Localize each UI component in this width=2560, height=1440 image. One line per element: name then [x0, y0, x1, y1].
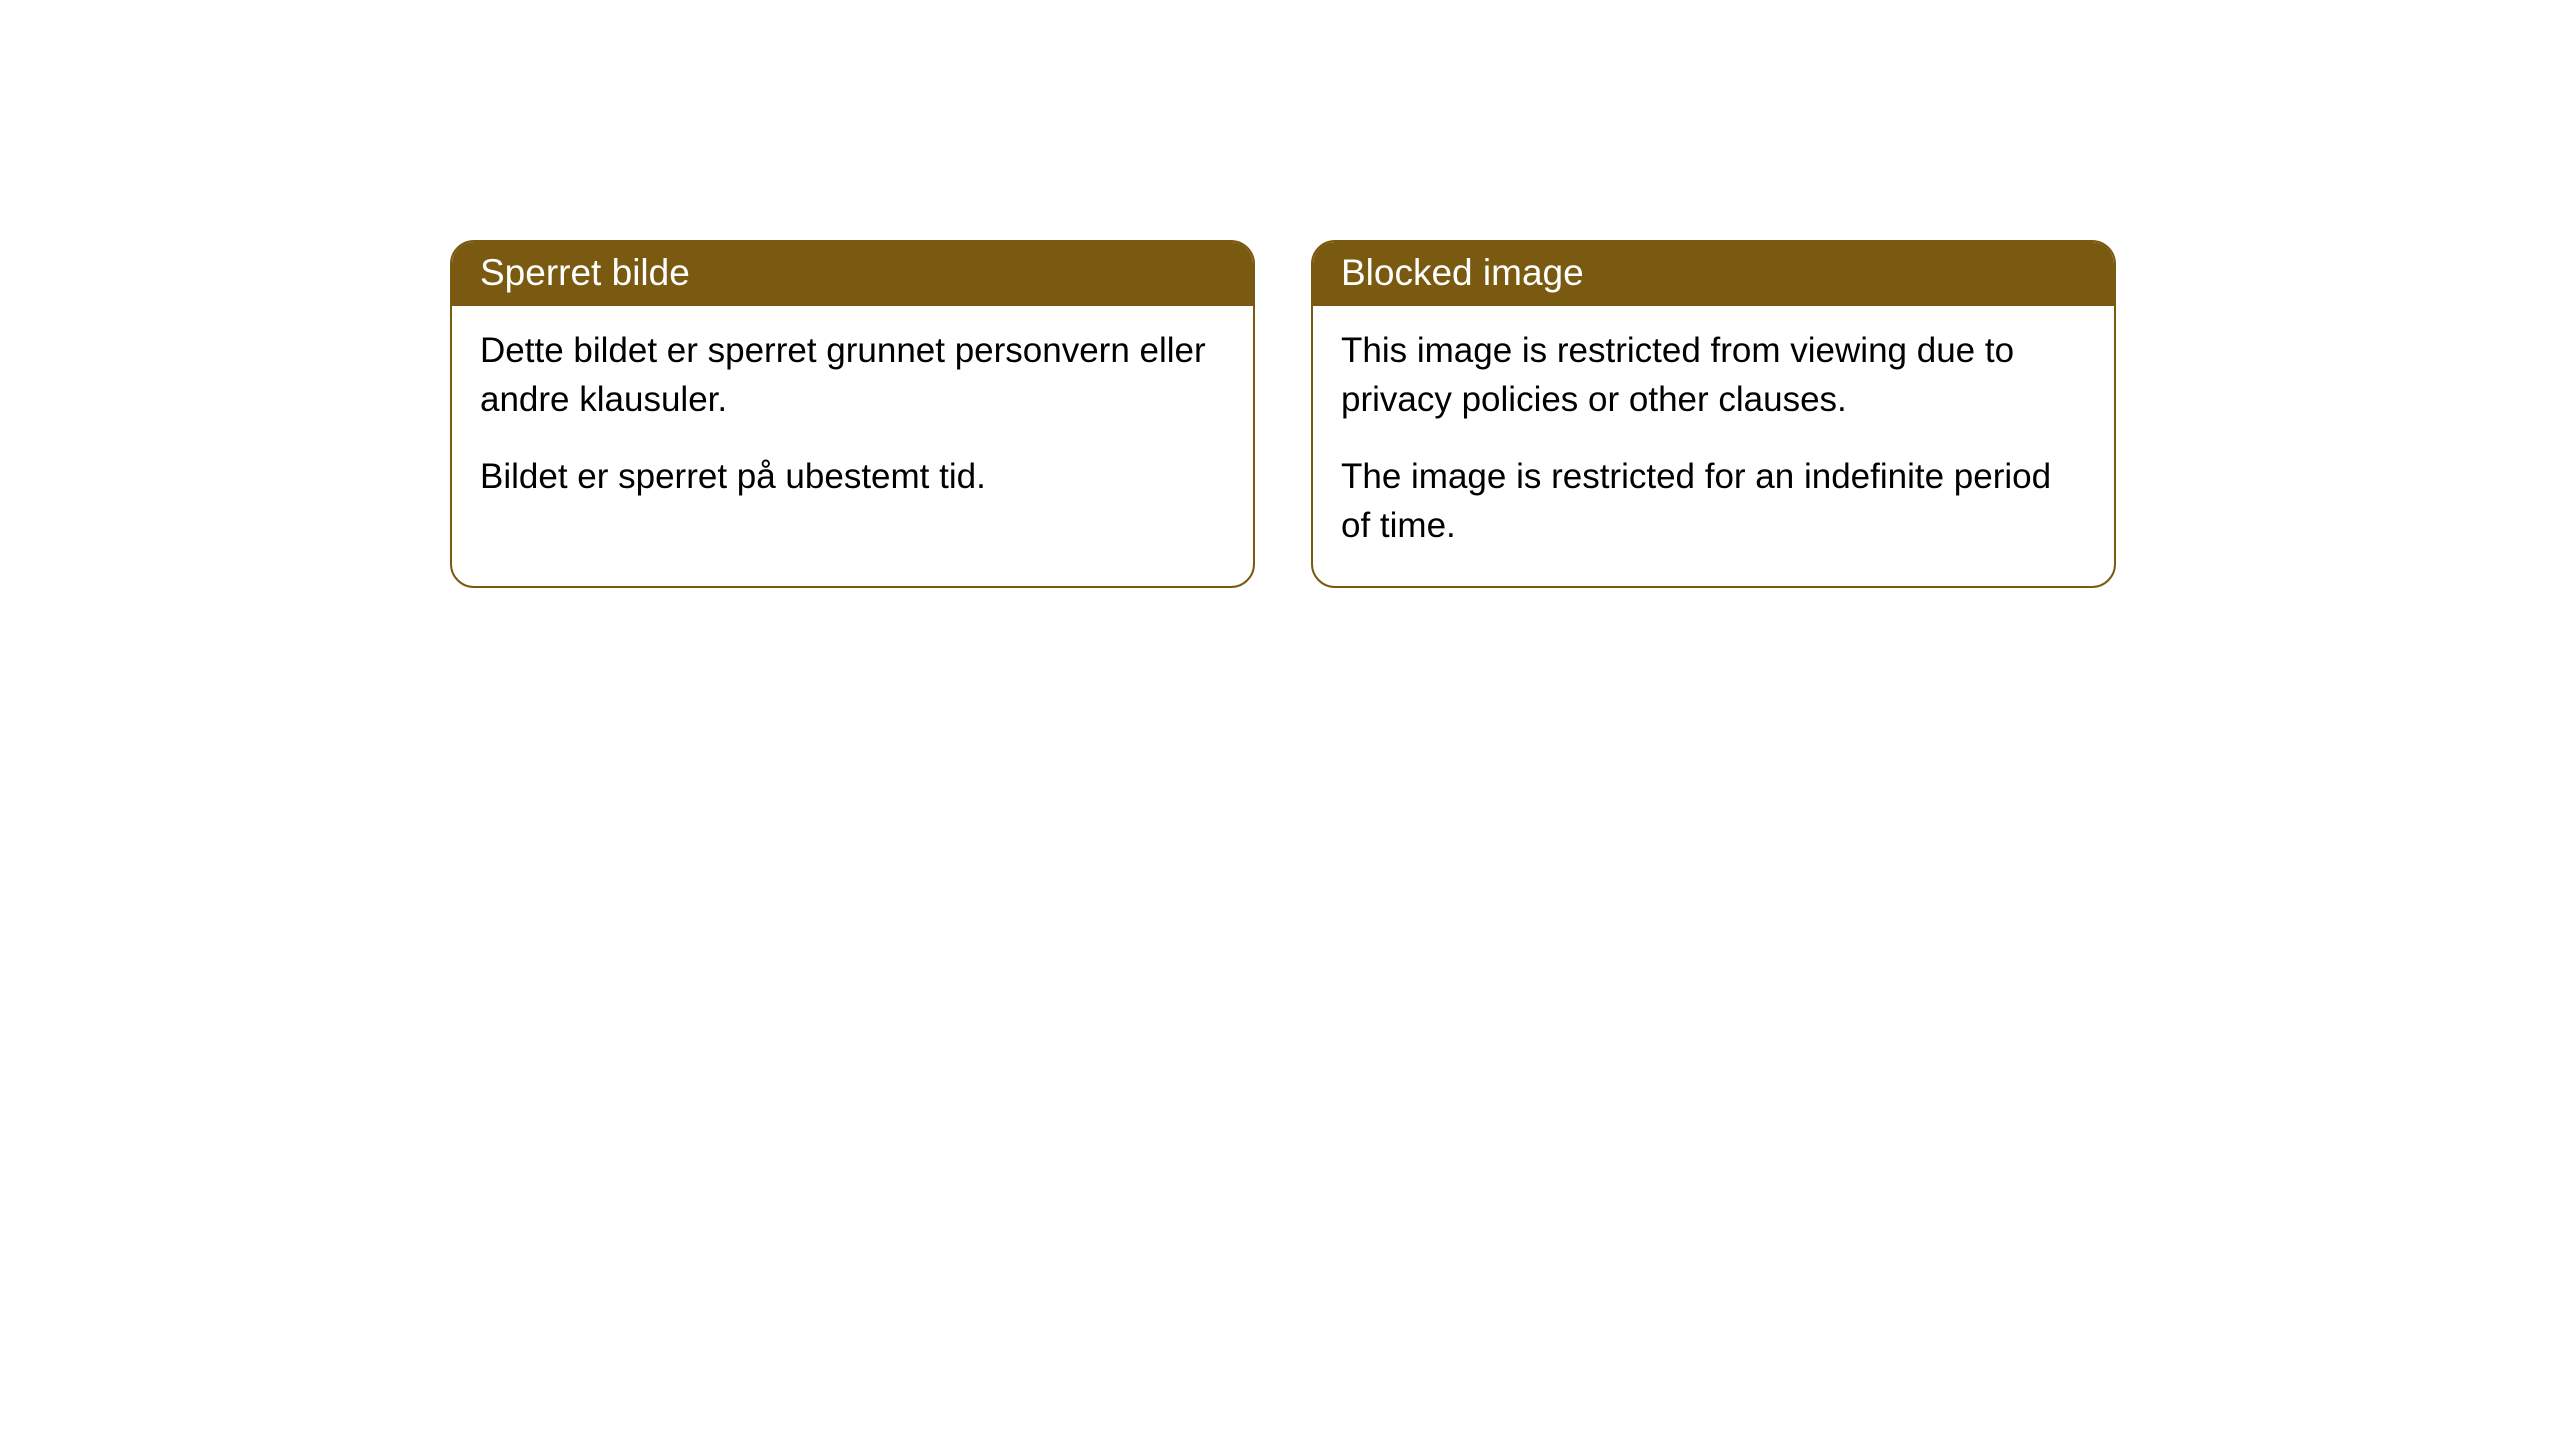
notice-text-english-1: This image is restricted from viewing du…	[1341, 326, 2086, 424]
notice-text-english-2: The image is restricted for an indefinit…	[1341, 452, 2086, 550]
notice-header-english: Blocked image	[1313, 242, 2114, 306]
notice-card-norwegian: Sperret bilde Dette bildet er sperret gr…	[450, 240, 1255, 588]
notice-body-english: This image is restricted from viewing du…	[1313, 306, 2114, 586]
notice-text-norwegian-1: Dette bildet er sperret grunnet personve…	[480, 326, 1225, 424]
notice-cards-container: Sperret bilde Dette bildet er sperret gr…	[450, 240, 2560, 588]
notice-text-norwegian-2: Bildet er sperret på ubestemt tid.	[480, 452, 1225, 501]
notice-card-english: Blocked image This image is restricted f…	[1311, 240, 2116, 588]
notice-body-norwegian: Dette bildet er sperret grunnet personve…	[452, 306, 1253, 537]
notice-header-norwegian: Sperret bilde	[452, 242, 1253, 306]
